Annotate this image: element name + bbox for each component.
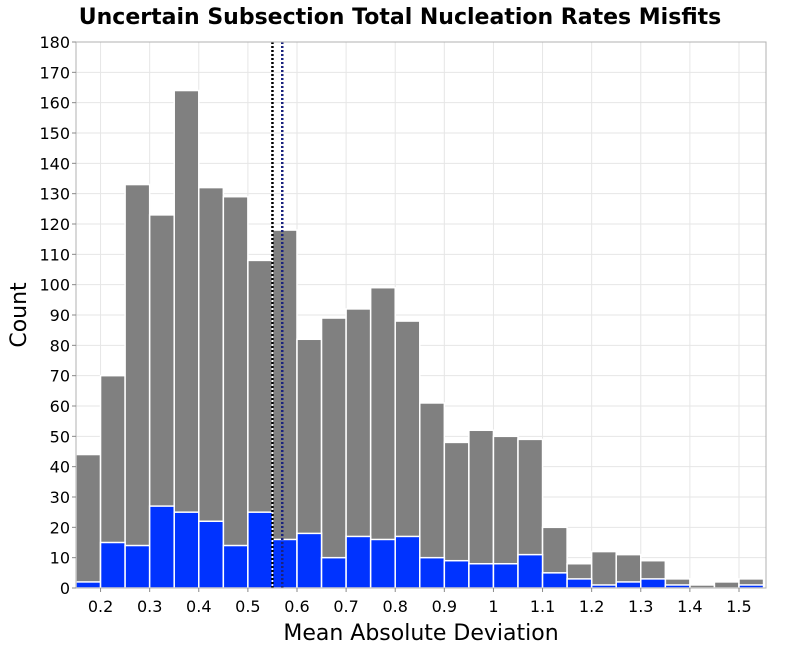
x-tick-label: 0.3 [137, 597, 162, 616]
bar-subset [345, 535, 372, 589]
y-tick-label: 80 [50, 336, 70, 355]
bar-total [590, 550, 617, 589]
x-axis-ticks: 0.2 0.3 0.4 0.5 0.6 0.7 0.8 0.9 1 1.1 1.2 1.3 1.4 1.5 [88, 588, 752, 616]
x-tick-label: 1.5 [726, 597, 751, 616]
bar-subset [320, 556, 347, 589]
bar-total [75, 453, 102, 589]
y-tick-label: 180 [39, 33, 70, 52]
y-tick-label: 30 [50, 488, 70, 507]
y-tick-label: 10 [50, 549, 70, 568]
y-axis-ticks: 0 10 20 30 40 50 60 70 80 90 100 110 120 130 140 150 160… [39, 33, 76, 598]
x-tick-label: 1 [488, 597, 498, 616]
y-tick-label: 100 [39, 276, 70, 295]
bar-subset [271, 538, 298, 589]
bar-subset [99, 541, 126, 589]
x-tick-label: 0.6 [284, 597, 309, 616]
bar-total [124, 183, 151, 589]
bar-subset [247, 511, 274, 589]
chart-title: Uncertain Subsection Total Nucleation Ra… [79, 5, 721, 30]
y-axis-label: Count [7, 282, 32, 348]
y-tick-label: 120 [39, 215, 70, 234]
y-tick-label: 90 [50, 306, 70, 325]
y-tick-label: 150 [39, 124, 70, 143]
bar-subset [148, 505, 175, 589]
x-tick-label: 1.1 [530, 597, 555, 616]
reference-lines [271, 42, 284, 588]
y-tick-label: 160 [39, 94, 70, 113]
bar-subset [394, 535, 421, 589]
bar-total [271, 229, 298, 589]
bar-subset [443, 559, 470, 589]
bar-subset [173, 511, 200, 589]
bar-subset [541, 572, 568, 589]
y-tick-label: 50 [50, 427, 70, 446]
x-tick-label: 0.8 [382, 597, 407, 616]
y-tick-label: 20 [50, 518, 70, 537]
y-tick-label: 140 [39, 154, 70, 173]
bar-subset [222, 544, 249, 589]
bar-total [222, 195, 249, 589]
bar-subset [640, 578, 667, 589]
y-tick-label: 110 [39, 245, 70, 264]
bar-subset [198, 520, 225, 589]
bar-total [492, 435, 519, 589]
bar-subset [517, 553, 544, 589]
bar-subset [419, 556, 446, 589]
x-tick-label: 0.5 [235, 597, 260, 616]
bar-subset [124, 544, 151, 589]
y-tick-label: 40 [50, 458, 70, 477]
bar-subset [566, 578, 593, 589]
y-tick-label: 60 [50, 397, 70, 416]
x-tick-label: 0.4 [186, 597, 211, 616]
bar-subset [615, 581, 642, 589]
y-tick-label: 0 [60, 579, 70, 598]
bar-subset [296, 532, 323, 589]
x-tick-label: 0.2 [88, 597, 113, 616]
bar-total [713, 581, 740, 589]
bar-subset [369, 538, 396, 589]
bar-subset [492, 562, 519, 589]
x-tick-label: 1.2 [579, 597, 604, 616]
x-tick-label: 0.9 [432, 597, 457, 616]
bar-total [320, 317, 347, 589]
x-tick-label: 1.3 [628, 597, 653, 616]
x-tick-label: 1.4 [677, 597, 702, 616]
y-tick-label: 170 [39, 63, 70, 82]
bar-subset [75, 581, 102, 589]
y-tick-label: 130 [39, 185, 70, 204]
x-axis-label: Mean Absolute Deviation [283, 621, 558, 646]
x-tick-label: 0.7 [333, 597, 358, 616]
bar-subset [468, 562, 495, 589]
y-tick-label: 70 [50, 367, 70, 386]
